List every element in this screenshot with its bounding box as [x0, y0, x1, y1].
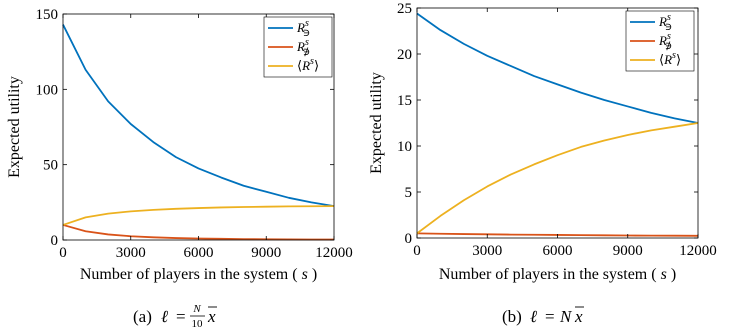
y-tick-label: 150: [36, 7, 59, 23]
series-line-2: [416, 122, 699, 235]
y-tick-label: 25: [397, 1, 412, 17]
series-line-0: [62, 24, 335, 207]
legend-label-0: Rs ∋: [296, 18, 310, 39]
legend: Rs ∋Rs ∌⟨Rs⟩: [263, 16, 333, 78]
caption-b: (b) ℓ = N x: [502, 306, 584, 326]
y-tick-label: 5: [405, 185, 413, 201]
x-tick-label: 9000: [613, 243, 643, 259]
y-axis-label: Expected utility: [368, 72, 385, 174]
y-tick-label: 0: [51, 233, 59, 249]
caption-b-xbar: x: [574, 307, 583, 326]
caption-a-label: (a): [133, 307, 152, 326]
y-tick-label: 10: [397, 139, 412, 155]
legend-label-2: ⟨Rs⟩: [297, 56, 319, 73]
legend-label-1: Rs ∌: [658, 31, 672, 52]
x-tick-label: 12000: [315, 245, 353, 261]
caption-b-label: (b): [502, 307, 522, 326]
caption-b-ell: ℓ: [530, 307, 537, 326]
series-line-2: [62, 205, 335, 226]
y-tick-label: 15: [397, 93, 412, 109]
x-tick-label: 12000: [679, 243, 717, 259]
y-tick-label: 50: [43, 158, 58, 174]
caption-a-frac-den: 10: [192, 318, 204, 330]
x-tick-label: 0: [413, 243, 421, 259]
y-tick-label: 100: [36, 82, 59, 98]
caption-a-ell: ℓ: [161, 307, 168, 326]
x-tick-label: 9000: [251, 245, 281, 261]
legend-label-1: Rs ∌: [296, 37, 310, 58]
y-tick-label: 0: [405, 231, 413, 247]
legend-label-0: Rs ∋: [658, 12, 672, 33]
caption-b-eq: =: [545, 307, 555, 326]
x-axis-label: Number of players in the system ( s ): [439, 266, 676, 283]
x-axis-label: Number of players in the system ( s ): [80, 266, 317, 283]
caption-a: (a) ℓ = N 10 x: [133, 303, 217, 330]
y-tick-label: 20: [397, 47, 412, 63]
caption-b-N: N: [559, 307, 573, 326]
x-tick-label: 0: [59, 245, 67, 261]
series-line-0: [416, 12, 699, 124]
caption-a-eq: =: [176, 307, 186, 326]
caption-a-xbar: x: [207, 307, 216, 326]
x-tick-label: 3000: [116, 245, 146, 261]
y-axis-label: Expected utility: [6, 76, 23, 178]
chart-b: 0 3000 6000 9000 12000 0 5 10 15 20 25 Number of pl…: [368, 1, 717, 283]
legend-label-2: ⟨Rs⟩: [659, 50, 681, 67]
legend: Rs ∋Rs ∌⟨Rs⟩: [625, 10, 695, 72]
chart-a: 0 3000 6000 9000 12000 0 50 100 150 Number of pla…: [6, 7, 353, 283]
caption-a-frac-num: N: [192, 303, 201, 315]
x-tick-label: 6000: [543, 243, 573, 259]
x-tick-label: 3000: [472, 243, 502, 259]
x-tick-label: 6000: [184, 245, 214, 261]
